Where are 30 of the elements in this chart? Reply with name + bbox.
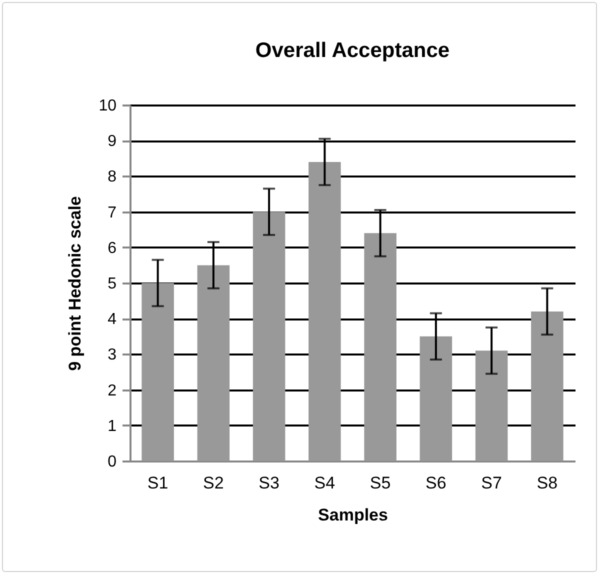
chart-title: Overall Acceptance [255, 39, 450, 62]
y-tick-label: 6 [108, 240, 117, 257]
x-tick-label: S3 [258, 474, 280, 492]
bar [531, 311, 564, 461]
x-tick-label: S4 [314, 474, 336, 492]
y-tick-label: 10 [98, 98, 117, 114]
y-axis-title: 9 point Hedonic scale [66, 196, 85, 371]
y-tick-label: 9 [108, 133, 117, 150]
y-tick-label: 4 [108, 311, 117, 328]
bar [197, 265, 230, 461]
x-tick-label: S2 [203, 474, 224, 492]
bar [364, 233, 396, 461]
x-axis-title: Samples [318, 506, 388, 524]
x-tick-label: S7 [481, 474, 502, 492]
bar [142, 283, 174, 461]
x-tick-label: S6 [426, 474, 446, 492]
y-tick-label: 2 [108, 382, 117, 400]
x-tick-label: S1 [147, 474, 168, 492]
y-tick-label: 7 [108, 204, 117, 222]
x-tick-label: S5 [370, 474, 391, 492]
bar [308, 162, 341, 461]
bar [475, 350, 508, 461]
y-tick-label: 0 [108, 454, 117, 470]
x-tick-label: S8 [536, 474, 558, 492]
y-tick-label: 1 [108, 418, 117, 435]
y-tick-label: 5 [108, 276, 117, 292]
bar [252, 212, 286, 461]
y-tick-label: 3 [108, 346, 117, 364]
y-tick-label: 8 [108, 168, 117, 186]
bar [420, 336, 452, 461]
